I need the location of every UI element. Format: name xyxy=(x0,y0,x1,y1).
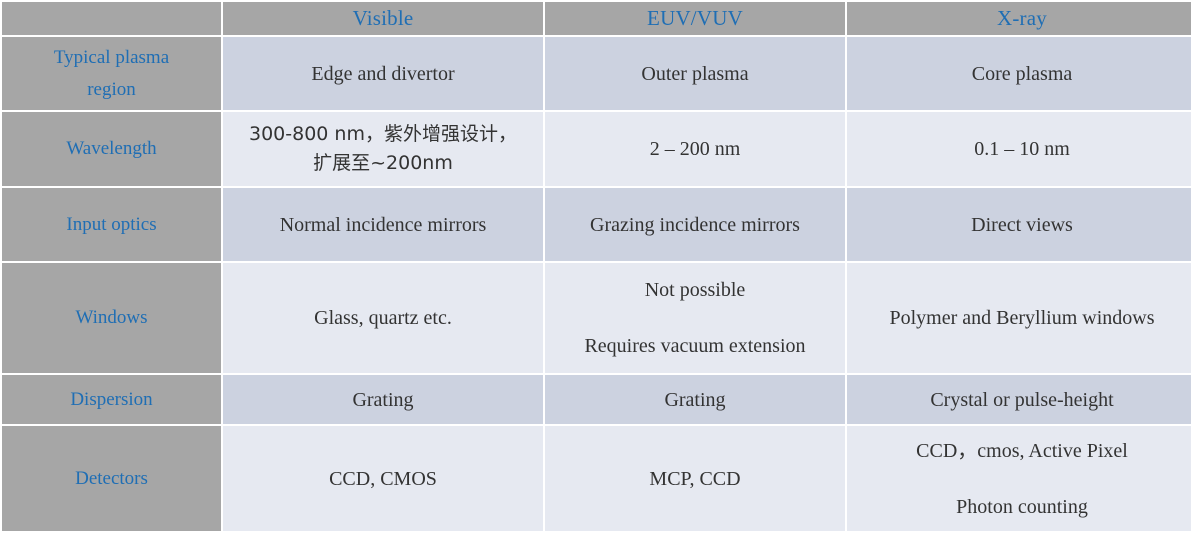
row-label-detectors: Detectors xyxy=(2,426,221,531)
cell-value-line: Photon counting xyxy=(956,495,1088,518)
table-header-row: Visible EUV/VUV X-ray xyxy=(2,2,1191,35)
cell-detectors-euv: MCP, CCD xyxy=(545,426,845,531)
cell-value-line: Not possible xyxy=(644,279,746,301)
row-label-windows: Windows xyxy=(2,263,221,373)
cell-value: Grating xyxy=(664,388,726,411)
cell-wavelength-xray: 0.1 – 10 nm xyxy=(847,112,1191,186)
header-corner-cell xyxy=(2,2,221,35)
table-row: Dispersion Grating Grating Crystal or pu… xyxy=(2,375,1191,424)
cell-dispersion-xray: Crystal or pulse-height xyxy=(847,375,1191,424)
cell-detectors-xray: CCD，cmos, Active Pixel Photon counting xyxy=(847,426,1191,531)
column-header-visible: Visible xyxy=(223,2,543,35)
cell-value: MCP, CCD xyxy=(649,467,741,490)
table-row: Wavelength 300-800 nm，紫外增强设计， 扩展至~200nm … xyxy=(2,112,1191,186)
row-label-dispersion: Dispersion xyxy=(2,375,221,424)
row-label-wavelength: Wavelength xyxy=(2,112,221,186)
table-row: Windows Glass, quartz etc. Not possible … xyxy=(2,263,1191,373)
row-label-line: Detectors xyxy=(75,467,148,489)
row-label-line: Windows xyxy=(75,307,148,329)
cell-value: CCD, CMOS xyxy=(329,467,437,490)
table-row: Detectors CCD, CMOS MCP, CCD CCD，cmos, A… xyxy=(2,426,1191,531)
cell-windows-visible: Glass, quartz etc. xyxy=(223,263,543,373)
row-label-line: region xyxy=(87,78,136,100)
cell-windows-xray: Polymer and Beryllium windows xyxy=(847,263,1191,373)
cell-value-line: CCD，cmos, Active Pixel xyxy=(916,439,1128,462)
cell-typical-plasma-region-euv: Outer plasma xyxy=(545,37,845,110)
cell-value: Glass, quartz etc. xyxy=(314,307,452,329)
row-label-typical-plasma-region: Typical plasma region xyxy=(2,37,221,110)
cell-dispersion-euv: Grating xyxy=(545,375,845,424)
cell-dispersion-visible: Grating xyxy=(223,375,543,424)
table-row: Input optics Normal incidence mirrors Gr… xyxy=(2,188,1191,261)
cell-typical-plasma-region-xray: Core plasma xyxy=(847,37,1191,110)
cell-detectors-visible: CCD, CMOS xyxy=(223,426,543,531)
cell-value: Core plasma xyxy=(971,62,1073,85)
row-label-line: Wavelength xyxy=(66,138,157,160)
row-label-line: Dispersion xyxy=(70,388,153,410)
cell-input-optics-visible: Normal incidence mirrors xyxy=(223,188,543,261)
cell-value-line: 300-800 nm，紫外增强设计， xyxy=(249,122,517,145)
cell-value: Polymer and Beryllium windows xyxy=(889,307,1155,329)
row-label-input-optics: Input optics xyxy=(2,188,221,261)
cell-value-line: 扩展至~200nm xyxy=(313,152,453,174)
column-header-euv-vuv: EUV/VUV xyxy=(545,2,845,35)
row-label-line: Input optics xyxy=(66,213,157,235)
cell-value: Grating xyxy=(352,388,414,411)
cell-value: Crystal or pulse-height xyxy=(930,388,1114,411)
column-header-xray: X-ray xyxy=(847,2,1191,35)
row-label-line: Typical plasma xyxy=(53,46,170,68)
cell-windows-euv: Not possible Requires vacuum extension xyxy=(545,263,845,373)
cell-value: 2 – 200 nm xyxy=(649,138,741,160)
cell-value: Direct views xyxy=(971,213,1073,236)
table-row: Typical plasma region Edge and divertor … xyxy=(2,37,1191,110)
cell-value-line: Requires vacuum extension xyxy=(584,335,806,357)
cell-wavelength-visible: 300-800 nm，紫外增强设计， 扩展至~200nm xyxy=(223,112,543,186)
cell-value: Grazing incidence mirrors xyxy=(590,213,800,236)
cell-value: Outer plasma xyxy=(641,62,749,85)
cell-value: Normal incidence mirrors xyxy=(279,213,487,236)
cell-input-optics-xray: Direct views xyxy=(847,188,1191,261)
cell-value: 0.1 – 10 nm xyxy=(974,138,1070,160)
cell-value: Edge and divertor xyxy=(311,62,455,85)
cell-typical-plasma-region-visible: Edge and divertor xyxy=(223,37,543,110)
cell-input-optics-euv: Grazing incidence mirrors xyxy=(545,188,845,261)
cell-wavelength-euv: 2 – 200 nm xyxy=(545,112,845,186)
